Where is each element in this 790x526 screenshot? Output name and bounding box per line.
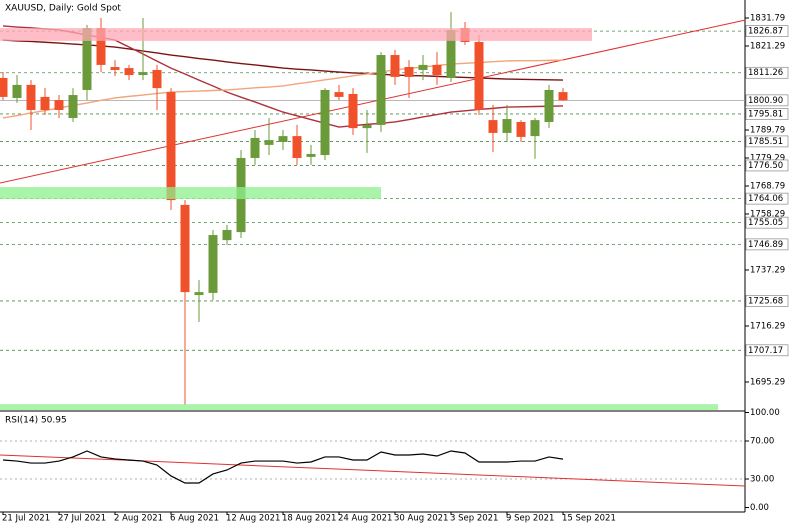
current-price-box (745, 94, 789, 107)
zone (0, 28, 592, 41)
level-label-box (745, 159, 789, 172)
candle-body (68, 95, 78, 118)
level-label: 1755.05 (748, 218, 783, 228)
x-tick-label: 24 Aug 2021 (338, 514, 392, 524)
level-label: 1785.51 (748, 137, 783, 147)
x-tick-label: 9 Sep 2021 (506, 514, 554, 524)
y-tick-label: 0.00 (750, 503, 769, 513)
x-tick-label: 12 Aug 2021 (226, 514, 280, 524)
candle-body (488, 120, 498, 133)
candle-body (40, 96, 50, 110)
level-label: 1811.26 (748, 68, 783, 78)
y-tick-label: 1768.79 (750, 182, 785, 192)
y-tick-label: 30.00 (750, 475, 774, 485)
candle-body (264, 140, 274, 145)
level-label: 1776.50 (748, 161, 783, 171)
y-tick-label: 1831.79 (750, 14, 785, 24)
candle-body (334, 92, 344, 97)
x-tick-label: 15 Sep 2021 (562, 514, 616, 524)
y-tick-label: 100.00 (750, 408, 780, 418)
level-label-box (745, 25, 789, 37)
y-tick-label: 70.00 (750, 436, 774, 446)
moving-average (2, 39, 564, 81)
y-tick-label: 1821.29 (750, 42, 785, 52)
level-label-box (745, 135, 789, 148)
current-price-label: 1800.90 (748, 96, 783, 106)
candle-body (530, 120, 540, 137)
rsi-title: RSI(14) 50.95 (5, 416, 67, 426)
candle-body (0, 77, 8, 97)
candle-body (502, 119, 512, 133)
candle-body (96, 28, 106, 65)
y-tick-label: 1737.29 (750, 266, 785, 276)
chart-title: XAUUSD, Daily: Gold Spot (5, 4, 121, 14)
candle-body (418, 64, 428, 70)
level-label: 1795.81 (748, 109, 783, 119)
candle-body (292, 136, 302, 158)
level-label: 1707.17 (748, 346, 783, 356)
candle-body (362, 124, 372, 129)
level-label-box (745, 238, 789, 251)
candle-body (544, 89, 554, 122)
candle-body (124, 68, 134, 76)
zone (0, 187, 381, 200)
candle-body (250, 137, 260, 158)
candle-body (152, 69, 162, 89)
candle-body (376, 55, 386, 125)
candle-body (180, 204, 190, 293)
level-label-box (745, 216, 789, 229)
candle-body (82, 28, 92, 90)
candle-body (208, 235, 218, 293)
x-tick-label: 21 Jul 2021 (2, 514, 50, 524)
x-tick-label: 30 Aug 2021 (394, 514, 448, 524)
y-tick-label: 1695.29 (750, 378, 785, 388)
x-tick-label: 2 Aug 2021 (114, 514, 163, 524)
moving-average (2, 59, 564, 119)
x-tick-label: 18 Aug 2021 (282, 514, 336, 524)
level-label-box (745, 192, 789, 205)
candle-body (306, 153, 316, 157)
candle-body (474, 41, 484, 110)
level-label: 1746.89 (748, 240, 783, 250)
candle-body (320, 89, 330, 156)
candle-body (138, 72, 148, 76)
rsi-line (2, 450, 564, 484)
candle-body (12, 84, 22, 98)
y-tick-label: 1716.29 (750, 322, 785, 332)
trendline (0, 19, 746, 184)
zone (0, 404, 718, 410)
candle-body (348, 93, 358, 129)
level-label: 1725.68 (748, 296, 783, 306)
level-label: 1764.06 (748, 194, 783, 204)
x-tick-label: 3 Sep 2021 (450, 514, 498, 524)
candle-body (26, 84, 36, 110)
candle-body (558, 92, 568, 101)
level-label: 1826.87 (748, 27, 783, 37)
level-label-box (745, 66, 789, 79)
y-tick-label: 1758.29 (750, 210, 785, 220)
candle-body (222, 229, 232, 241)
candle-body (446, 29, 456, 78)
candle-body (278, 136, 288, 142)
candle-body (390, 55, 400, 77)
candle-body (166, 92, 176, 201)
candle-body (54, 100, 64, 110)
candle-body (194, 292, 204, 296)
level-label-box (745, 295, 789, 307)
level-label-box (745, 108, 789, 120)
candle-body (404, 67, 414, 77)
candle-body (516, 121, 526, 137)
x-tick-label: 27 Jul 2021 (58, 514, 106, 524)
candle-body (432, 64, 442, 76)
y-tick-label: 1779.29 (750, 154, 785, 164)
level-label-box (745, 344, 789, 357)
candle-body (110, 67, 120, 70)
y-tick-label: 1789.79 (750, 126, 785, 136)
x-tick-label: 6 Aug 2021 (170, 514, 219, 524)
